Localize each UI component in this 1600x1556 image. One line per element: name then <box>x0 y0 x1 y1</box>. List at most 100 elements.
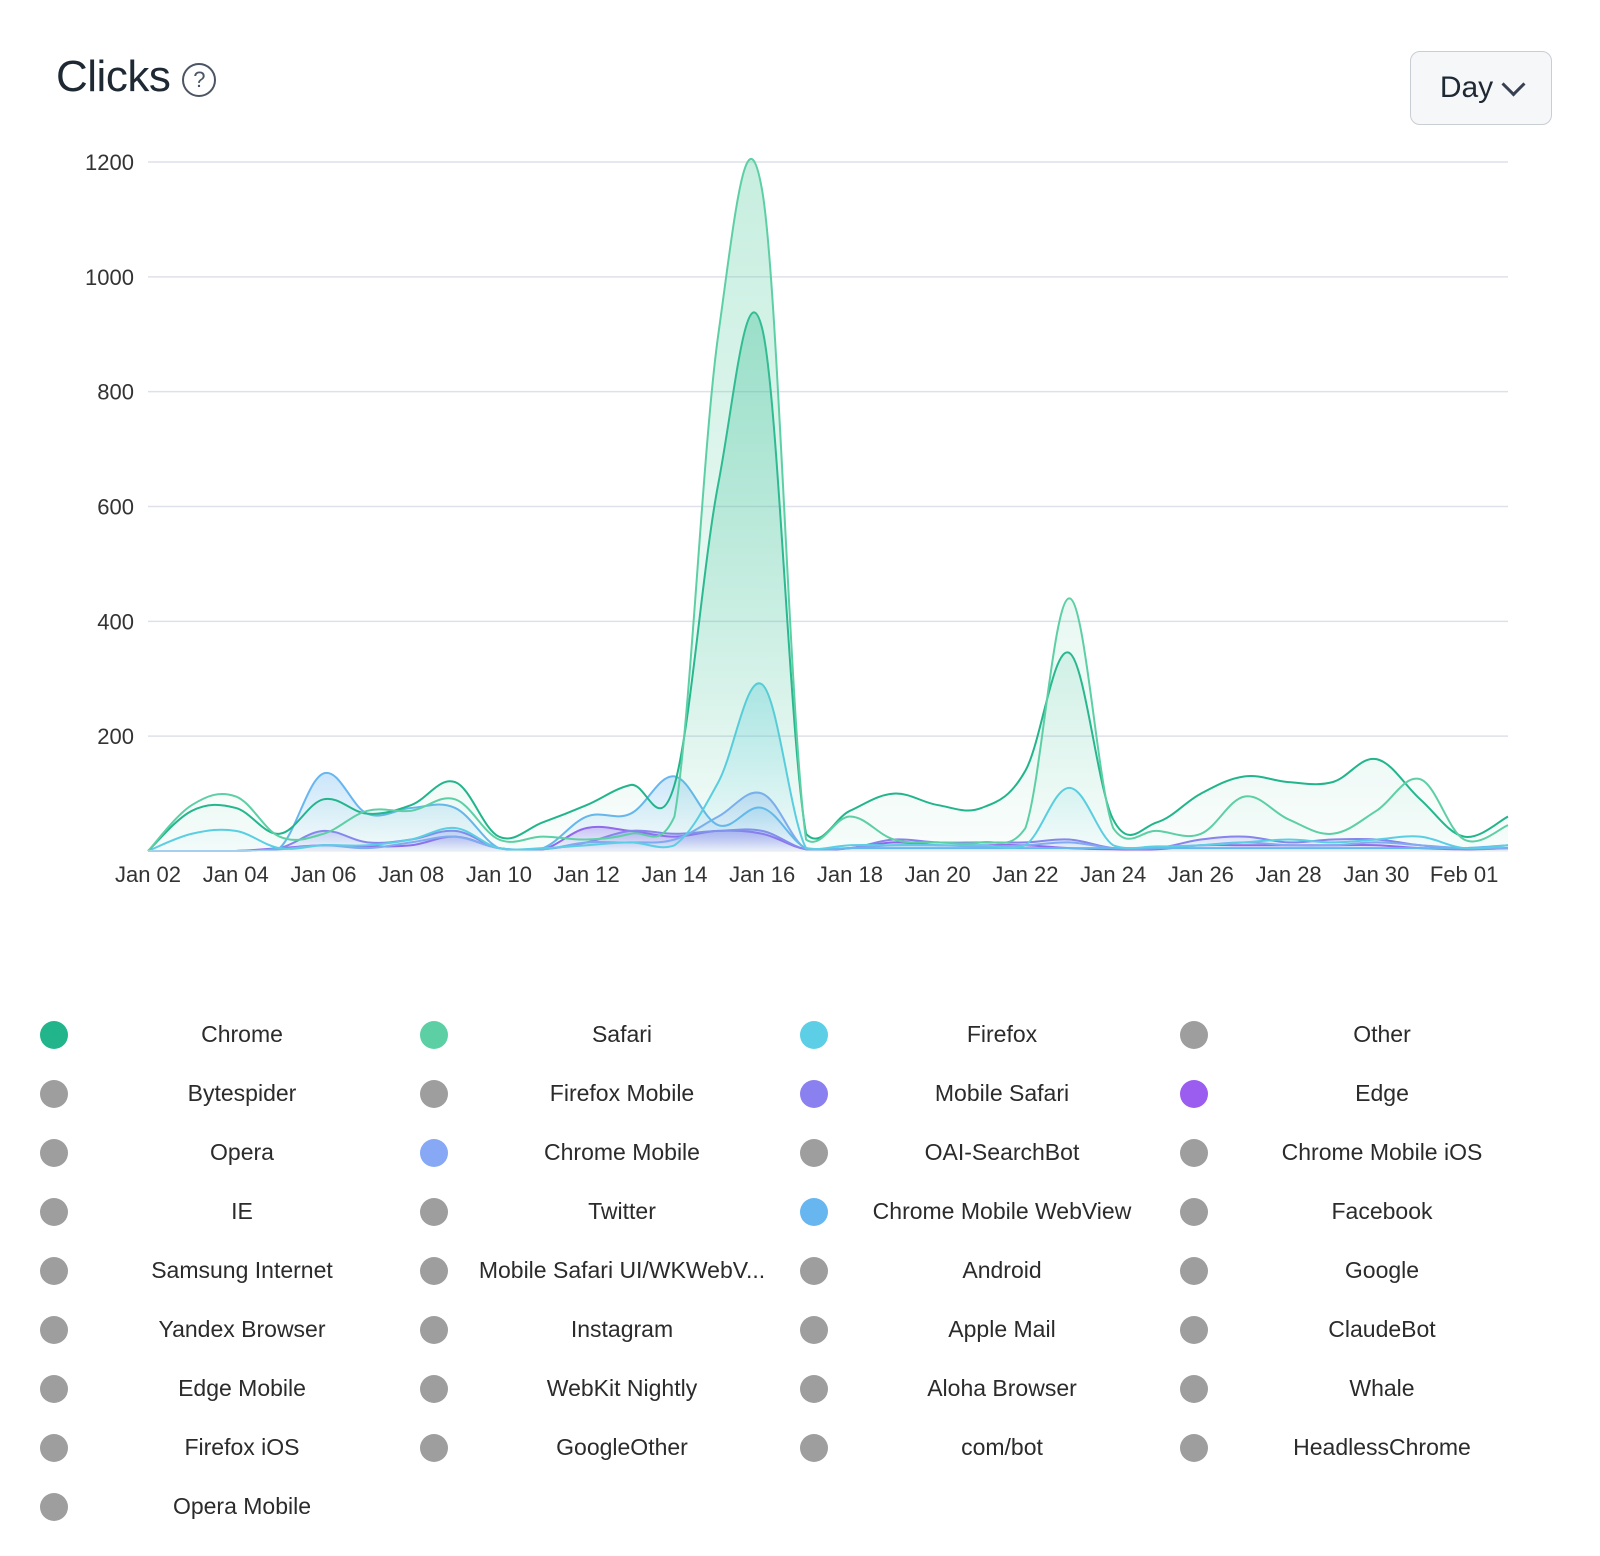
x-tick-label: Jan 14 <box>641 862 707 887</box>
legend-item[interactable]: Bytespider <box>40 1064 420 1123</box>
legend-item[interactable]: Twitter <box>420 1182 800 1241</box>
legend-dot-icon <box>800 1079 828 1108</box>
legend-item[interactable]: Mobile Safari UI/WKWebV... <box>420 1241 800 1300</box>
legend-item[interactable]: Firefox iOS <box>40 1418 420 1477</box>
legend-dot-icon <box>800 1315 828 1344</box>
legend-item[interactable]: ClaudeBot <box>1180 1300 1560 1359</box>
legend-dot-icon <box>40 1197 68 1226</box>
legend-item[interactable]: Chrome Mobile iOS <box>1180 1123 1560 1182</box>
legend-label: Opera <box>210 1139 274 1165</box>
legend-item[interactable]: Android <box>800 1241 1180 1300</box>
legend-dot-icon <box>1180 1433 1208 1462</box>
legend-label: Firefox <box>966 1021 1038 1047</box>
x-tick-label: Jan 26 <box>1168 862 1234 887</box>
legend-dot-icon <box>420 1256 448 1285</box>
y-tick-label: 1200 <box>85 150 134 175</box>
legend-item[interactable]: Chrome Mobile <box>420 1123 800 1182</box>
legend-label: Firefox iOS <box>184 1434 300 1460</box>
legend-label: Firefox Mobile <box>549 1080 695 1106</box>
y-tick-label: 1000 <box>85 265 134 290</box>
legend-label: Chrome Mobile WebView <box>872 1198 1132 1224</box>
legend-item[interactable]: Aloha Browser <box>800 1359 1180 1418</box>
legend-label: Safari <box>591 1021 653 1047</box>
legend-item[interactable]: OAI-SearchBot <box>800 1123 1180 1182</box>
legend-item[interactable]: Google <box>1180 1241 1560 1300</box>
legend-label: Google <box>1344 1257 1420 1283</box>
legend-item[interactable]: Chrome Mobile WebView <box>800 1182 1180 1241</box>
legend-dot-icon <box>40 1374 68 1403</box>
legend-item[interactable]: com/bot <box>800 1418 1180 1477</box>
legend-dot-icon <box>420 1197 448 1226</box>
legend-dot-icon <box>420 1374 448 1403</box>
legend-label: Edge Mobile <box>178 1375 306 1401</box>
legend-label: GoogleOther <box>556 1434 688 1460</box>
legend-dot-icon <box>40 1138 68 1167</box>
x-tick-label: Jan 28 <box>1256 862 1322 887</box>
legend-label: WebKit Nightly <box>546 1375 698 1401</box>
legend-dot-icon <box>420 1138 448 1167</box>
legend-item[interactable]: Yandex Browser <box>40 1300 420 1359</box>
legend-dot-icon <box>800 1374 828 1403</box>
legend-item[interactable]: Edge Mobile <box>40 1359 420 1418</box>
legend-label: Aloha Browser <box>927 1375 1077 1401</box>
x-tick-label: Jan 24 <box>1080 862 1146 887</box>
legend-item[interactable]: Firefox <box>800 1005 1180 1064</box>
legend-item[interactable]: Mobile Safari <box>800 1064 1180 1123</box>
legend-item[interactable]: WebKit Nightly <box>420 1359 800 1418</box>
x-tick-label: Jan 20 <box>905 862 971 887</box>
legend-item[interactable]: Safari <box>420 1005 800 1064</box>
legend-item[interactable]: Instagram <box>420 1300 800 1359</box>
legend-label: Bytespider <box>187 1080 297 1106</box>
legend-label: Instagram <box>570 1316 674 1342</box>
legend-dot-icon <box>1180 1256 1208 1285</box>
x-tick-label: Feb 01 <box>1430 862 1499 887</box>
legend-item[interactable]: Apple Mail <box>800 1300 1180 1359</box>
chart-legend: Chrome Safari Firefox Other Bytespider Firefo… <box>40 1005 1560 1536</box>
y-tick-label: 200 <box>97 724 134 749</box>
interval-dropdown[interactable]: Day <box>1410 51 1552 125</box>
legend-dot-icon <box>40 1492 68 1521</box>
legend-dot-icon <box>800 1197 828 1226</box>
x-tick-label: Jan 10 <box>466 862 532 887</box>
x-tick-label: Jan 22 <box>992 862 1058 887</box>
x-tick-label: Jan 06 <box>290 862 356 887</box>
page-title: Clicks <box>56 52 171 101</box>
legend-item[interactable]: Whale <box>1180 1359 1560 1418</box>
legend-label: Other <box>1353 1021 1411 1047</box>
legend-item[interactable]: Edge <box>1180 1064 1560 1123</box>
legend-dot-icon <box>420 1315 448 1344</box>
series-area-safari <box>148 158 1508 851</box>
legend-label: Whale <box>1349 1375 1415 1401</box>
legend-label: Yandex Browser <box>158 1316 326 1342</box>
legend-item[interactable]: Opera Mobile <box>40 1477 420 1536</box>
y-tick-label: 400 <box>97 609 134 634</box>
legend-dot-icon <box>40 1433 68 1462</box>
legend-label: Facebook <box>1331 1198 1433 1224</box>
help-icon[interactable]: ? <box>182 63 217 97</box>
legend-dot-icon <box>800 1138 828 1167</box>
legend-item[interactable]: HeadlessChrome <box>1180 1418 1560 1477</box>
x-tick-label: Jan 30 <box>1343 862 1409 887</box>
legend-item[interactable]: IE <box>40 1182 420 1241</box>
legend-dot-icon <box>1180 1079 1208 1108</box>
legend-label: Edge <box>1355 1080 1409 1106</box>
legend-item[interactable]: Firefox Mobile <box>420 1064 800 1123</box>
legend-item[interactable]: Other <box>1180 1005 1560 1064</box>
legend-label: com/bot <box>961 1434 1043 1460</box>
x-tick-label: Jan 16 <box>729 862 795 887</box>
legend-item[interactable]: Opera <box>40 1123 420 1182</box>
legend-label: IE <box>231 1198 253 1224</box>
legend-label: Apple Mail <box>948 1316 1056 1342</box>
clicks-chart: 200 400 600 800 1000 1200 Jan 02 Jan 04 Jan 06 Ja… <box>85 150 1509 887</box>
legend-dot-icon <box>40 1020 68 1049</box>
legend-item[interactable]: GoogleOther <box>420 1418 800 1477</box>
legend-dot-icon <box>800 1020 828 1049</box>
legend-dot-icon <box>1180 1315 1208 1344</box>
x-tick-label: Jan 08 <box>378 862 444 887</box>
legend-dot-icon <box>1180 1197 1208 1226</box>
legend-item[interactable]: Samsung Internet <box>40 1241 420 1300</box>
legend-dot-icon <box>420 1433 448 1462</box>
legend-item[interactable]: Facebook <box>1180 1182 1560 1241</box>
legend-item[interactable]: Chrome <box>40 1005 420 1064</box>
legend-label: Chrome <box>201 1021 283 1047</box>
